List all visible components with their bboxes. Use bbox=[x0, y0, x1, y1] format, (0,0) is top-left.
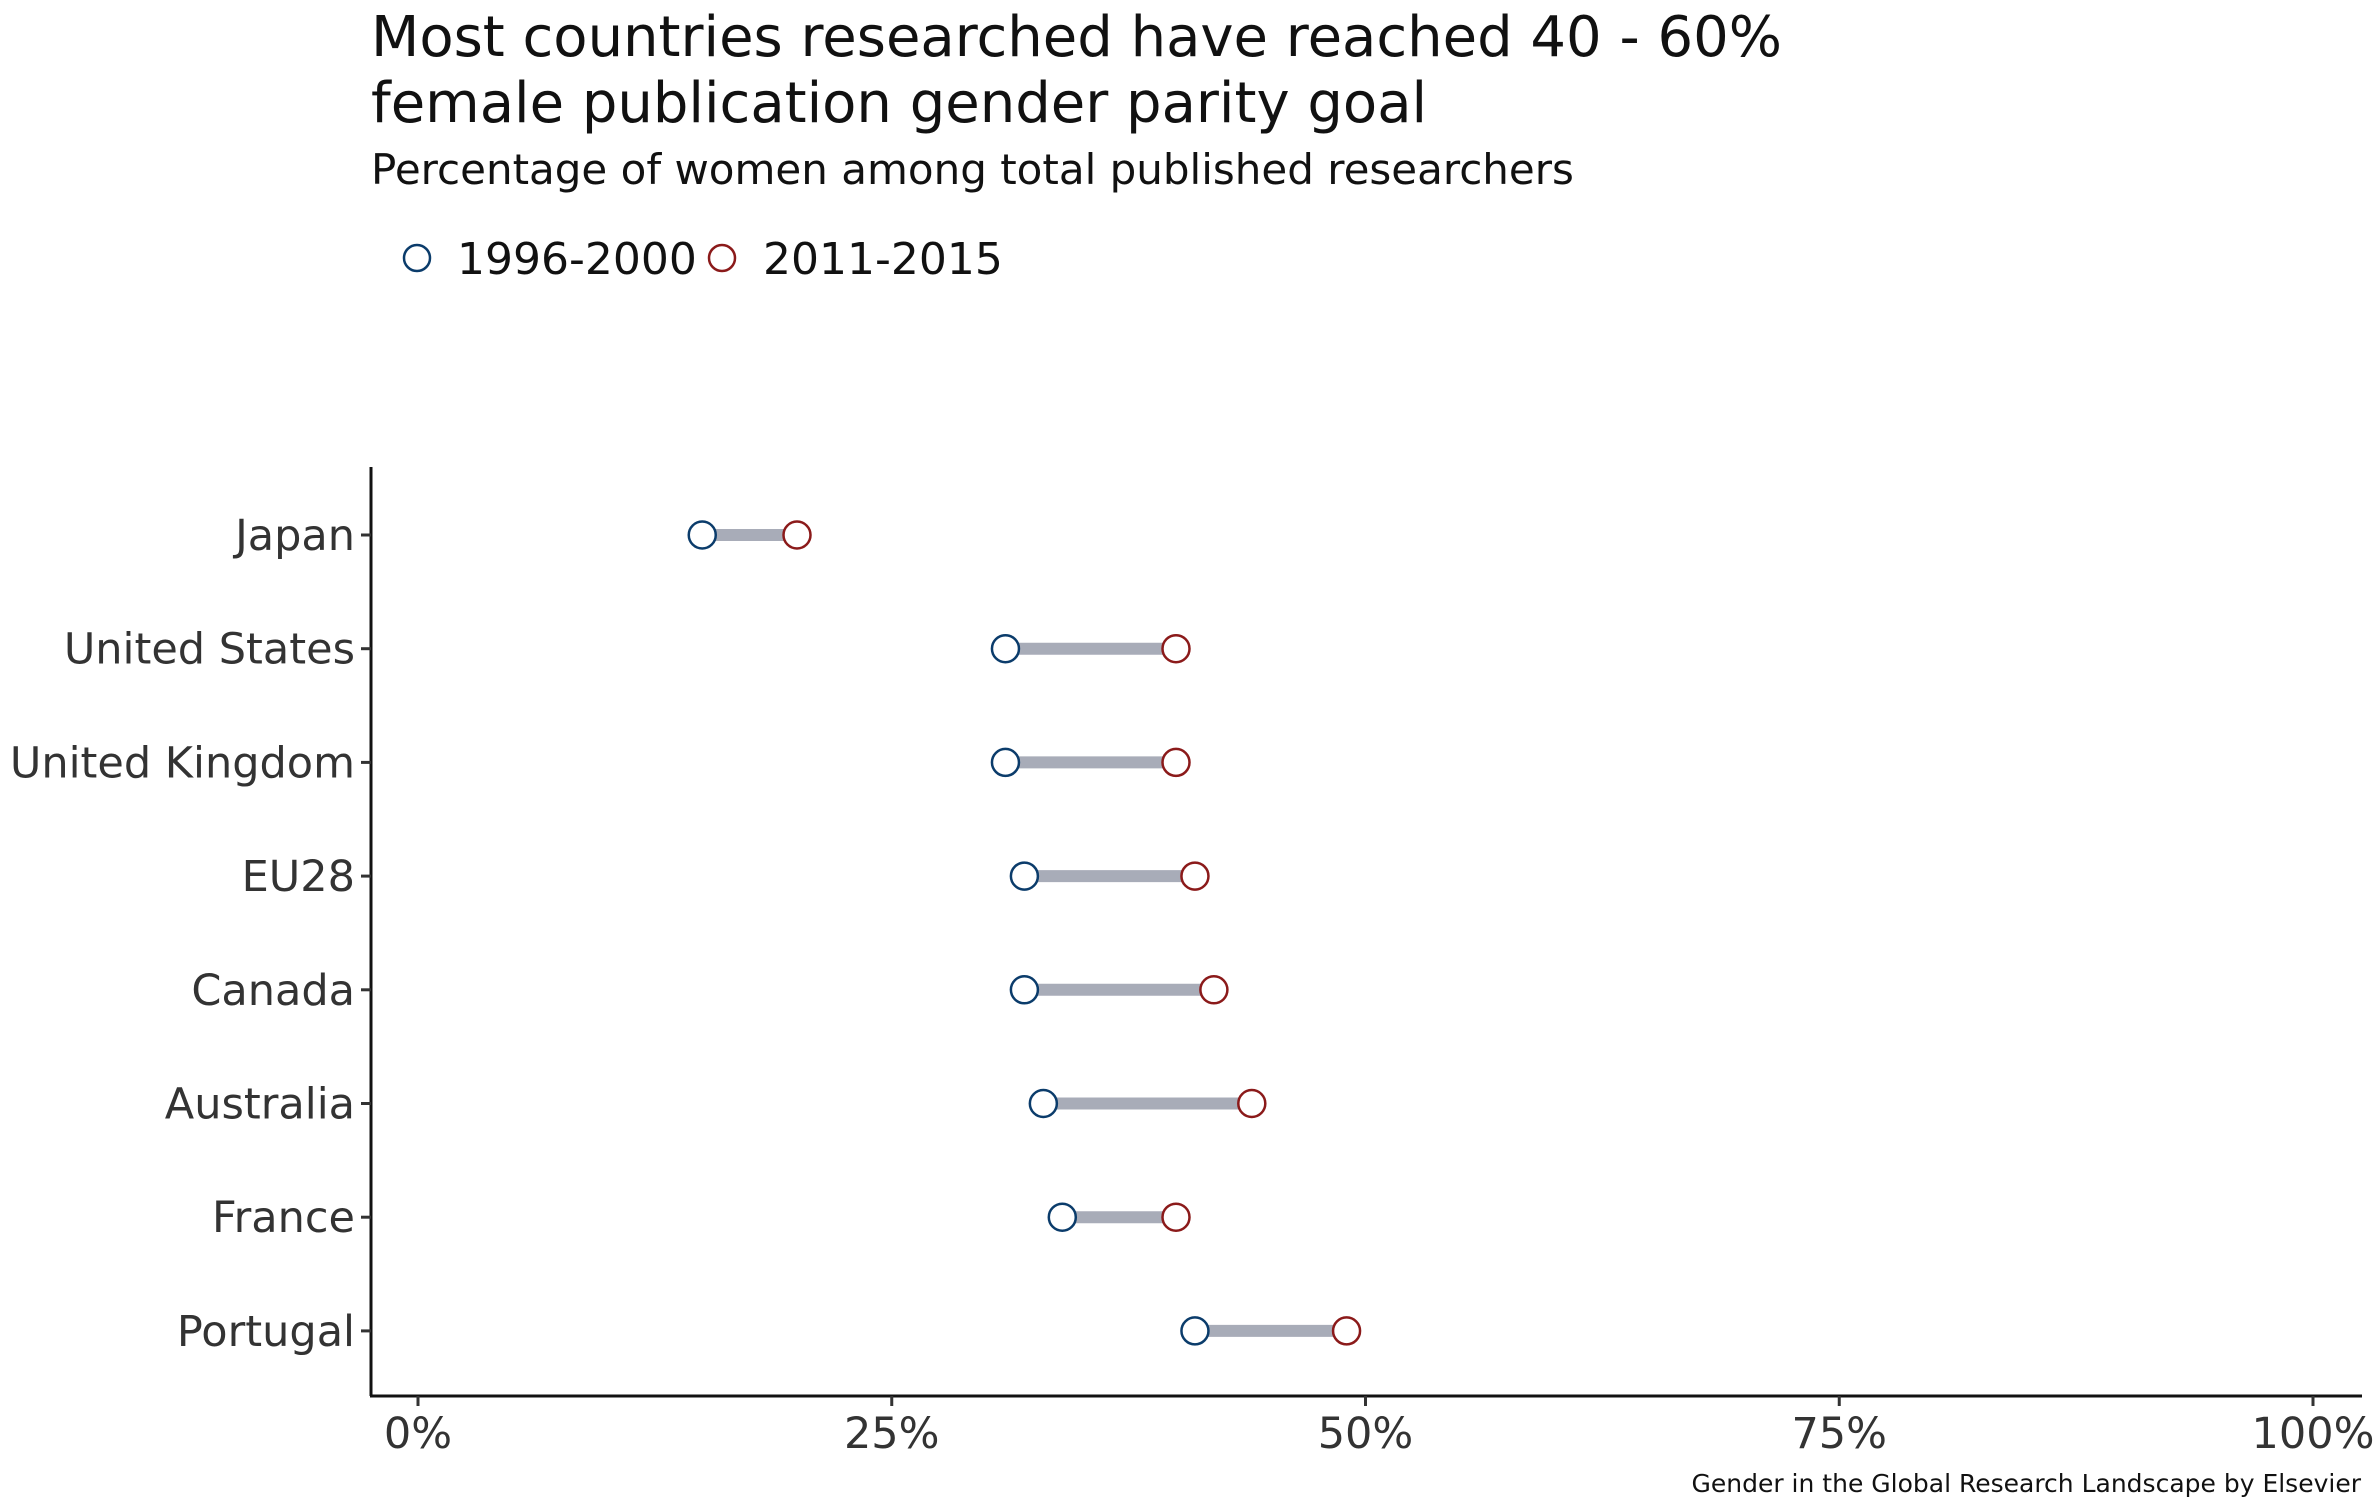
point-2011-2015-united-states bbox=[1161, 633, 1191, 664]
point-1996-2000-japan bbox=[687, 520, 717, 550]
point-1996-2000-portugal bbox=[1180, 1316, 1210, 1346]
chart-title-line-2: female publication gender parity goal bbox=[371, 71, 1427, 136]
y-tick-label-france: France bbox=[212, 1193, 355, 1243]
point-1996-2000-france bbox=[1047, 1202, 1078, 1232]
point-1996-2000-australia bbox=[1028, 1088, 1059, 1119]
point-1996-2000-canada bbox=[1009, 975, 1040, 1005]
x-tick-label-75: 75% bbox=[1791, 1409, 1887, 1459]
x-tick-label-0: 0% bbox=[384, 1409, 452, 1459]
point-1996-2000-eu28 bbox=[1009, 861, 1040, 891]
legend: 1996-2000 2011-2015 bbox=[402, 234, 1003, 285]
point-1996-2000-united-kingdom bbox=[990, 747, 1021, 778]
x-tick-label-100: 100% bbox=[2252, 1409, 2375, 1459]
point-2011-2015-canada bbox=[1199, 975, 1229, 1005]
point-2011-2015-france bbox=[1161, 1202, 1191, 1232]
point-2011-2015-japan bbox=[782, 520, 812, 550]
point-2011-2015-eu28 bbox=[1180, 861, 1210, 891]
chart-caption: Gender in the Global Research Landscape … bbox=[1691, 1469, 2361, 1498]
legend-marker-2011-2015 bbox=[707, 243, 737, 273]
chart-title-line-1: Most countries researched have reached 4… bbox=[371, 5, 1782, 70]
x-axis-ticks: 0% 25% 50% 75% 100% bbox=[384, 1396, 2375, 1459]
y-tick-label-japan: Japan bbox=[232, 511, 355, 561]
dumbbell-segments bbox=[702, 529, 1347, 1337]
point-2011-2015-united-kingdom bbox=[1161, 747, 1191, 778]
y-tick-label-eu28: EU28 bbox=[242, 852, 355, 902]
dumbbell-points bbox=[687, 520, 1362, 1346]
y-axis-ticks: Japan United States United Kingdom EU28 Cana… bbox=[10, 511, 371, 1357]
point-2011-2015-australia bbox=[1237, 1088, 1267, 1119]
point-2011-2015-portugal bbox=[1331, 1316, 1362, 1346]
y-tick-label-united-states: United States bbox=[64, 625, 355, 675]
legend-label-1996-2000: 1996-2000 bbox=[457, 234, 697, 285]
legend-marker-1996-2000 bbox=[402, 243, 432, 273]
y-tick-label-portugal: Portugal bbox=[177, 1307, 355, 1357]
chart-subtitle: Percentage of women among total publishe… bbox=[371, 145, 1574, 194]
point-1996-2000-united-states bbox=[990, 633, 1021, 664]
y-tick-label-canada: Canada bbox=[191, 966, 355, 1016]
y-tick-label-united-kingdom: United Kingdom bbox=[10, 738, 355, 788]
x-tick-label-50: 50% bbox=[1318, 1409, 1414, 1459]
x-tick-label-25: 25% bbox=[844, 1409, 940, 1459]
y-tick-label-australia: Australia bbox=[165, 1080, 355, 1130]
legend-label-2011-2015: 2011-2015 bbox=[763, 234, 1003, 285]
